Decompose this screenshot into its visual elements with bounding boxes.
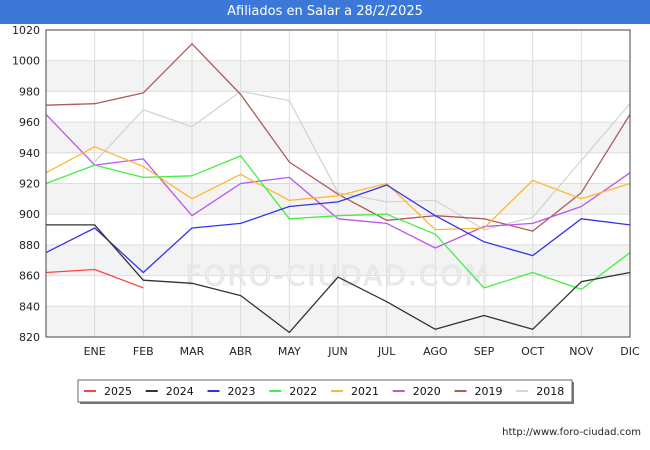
watermark: FORO-CIUDAD.COM [185, 259, 490, 292]
y-tick-label: 1000 [12, 55, 40, 68]
legend-label-2024: 2024 [166, 385, 194, 398]
legend-label-2021: 2021 [351, 385, 379, 398]
x-tick-label: AGO [423, 345, 448, 358]
series-line-2022 [45, 155, 631, 291]
series-line-2021 [45, 146, 631, 231]
x-tick-label: ENE [84, 345, 106, 358]
y-tick-label: 940 [19, 147, 40, 160]
series-line-2023 [45, 184, 631, 274]
legend-label-2022: 2022 [289, 385, 317, 398]
y-tick-label: 820 [19, 331, 40, 344]
x-tick-label: JUN [327, 345, 348, 358]
y-tick-label: 880 [19, 239, 40, 252]
series-line-2019 [45, 43, 631, 232]
x-tick-label: SEP [474, 345, 495, 358]
y-tick-label: 960 [19, 116, 40, 129]
series-line-2018 [94, 90, 631, 231]
x-tick-label: JUL [377, 345, 396, 358]
legend-box [77, 379, 573, 403]
chart-title: Afiliados en Salar a 28/2/2025 [227, 4, 423, 19]
x-tick-label: MAY [278, 345, 301, 358]
legend-label-2023: 2023 [228, 385, 256, 398]
series-line-2025 [45, 268, 144, 289]
footer-url[interactable]: http://www.foro-ciudad.com [502, 427, 641, 438]
y-tick-label: 1020 [12, 24, 40, 37]
y-tick-label: 840 [19, 300, 40, 313]
title-bar [0, 0, 650, 24]
legend-label-2018: 2018 [536, 385, 564, 398]
y-tick-label: 920 [19, 178, 40, 191]
y-tick-label: 860 [19, 270, 40, 283]
y-tick-label: 980 [19, 85, 40, 98]
x-tick-label: OCT [521, 345, 544, 358]
y-tick-label: 900 [19, 208, 40, 221]
x-tick-label: NOV [569, 345, 594, 358]
series-line-2024 [46, 224, 631, 334]
legend-label-2025: 2025 [104, 385, 132, 398]
x-tick-label: FEB [133, 345, 154, 358]
x-tick-label: MAR [180, 345, 205, 358]
legend-label-2019: 2019 [475, 385, 503, 398]
x-tick-label: ABR [229, 345, 252, 358]
legend-label-2020: 2020 [413, 385, 441, 398]
x-tick-label: DIC [620, 345, 640, 358]
series-line-2020 [45, 113, 631, 249]
